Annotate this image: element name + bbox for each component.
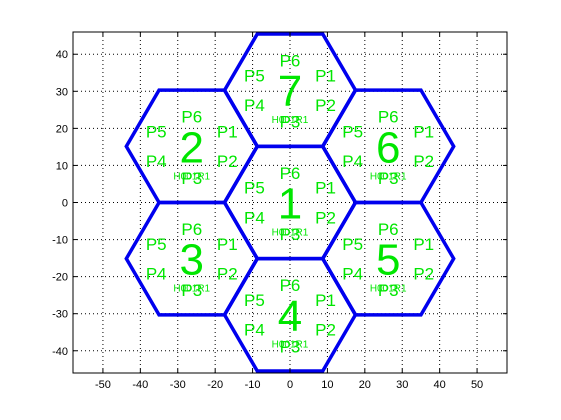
x-tick-label: 20 <box>359 379 371 391</box>
x-tick-label: -50 <box>95 379 111 391</box>
sector-label-p3: P3 <box>280 337 301 356</box>
sector-label-p2: P2 <box>413 152 434 171</box>
sector-label-p3: P3 <box>181 169 202 188</box>
sector-label-p2: P2 <box>315 96 336 115</box>
sector-label-p6: P6 <box>181 220 202 239</box>
cell-tag-label: H001R1 <box>272 340 309 351</box>
x-tick-label: 50 <box>471 379 483 391</box>
sector-label-p4: P4 <box>342 264 363 283</box>
sector-label-p6: P6 <box>280 164 301 183</box>
sector-label-p4: P4 <box>244 96 265 115</box>
cell-tag-label: H001R1 <box>173 284 210 295</box>
sector-label-p5: P5 <box>244 66 265 85</box>
sector-label-p2: P2 <box>315 208 336 227</box>
sector-label-p5: P5 <box>244 179 265 198</box>
sector-label-p4: P4 <box>342 152 363 171</box>
hexagon-cells <box>124 32 456 373</box>
sector-label-p4: P4 <box>244 321 265 340</box>
sector-label-p5: P5 <box>146 123 167 142</box>
sector-label-p3: P3 <box>378 281 399 300</box>
hexagon-cell-7 <box>222 32 358 149</box>
cell-number-6: 6 <box>376 123 400 172</box>
sector-label-p5: P5 <box>342 123 363 142</box>
sector-label-p3: P3 <box>181 281 202 300</box>
y-tick-label: -20 <box>52 272 68 284</box>
sector-label-p1: P1 <box>315 291 336 310</box>
y-tick-label: -40 <box>52 346 68 358</box>
cell-number-2: 2 <box>180 123 204 172</box>
sector-label-p3: P3 <box>280 113 301 132</box>
y-tick-label: 40 <box>56 49 68 61</box>
sector-label-p3: P3 <box>280 225 301 244</box>
y-tick-label: -30 <box>52 309 68 321</box>
sector-label-p1: P1 <box>315 66 336 85</box>
axis-ticks: -50 -40 -30 -20 -10 0 10 20 30 40 50 40 30 20 10 0 -10 -2… <box>52 32 507 391</box>
cell-tag-label: H001R1 <box>370 171 407 182</box>
sector-label-p1: P1 <box>217 235 238 254</box>
sector-label-p2: P2 <box>217 152 238 171</box>
y-tick-label: -10 <box>52 235 68 247</box>
cell-tag-label: H001R1 <box>272 115 309 126</box>
x-tick-label: -10 <box>245 379 261 391</box>
x-tick-label: 40 <box>434 379 446 391</box>
cell-number-7: 7 <box>278 67 302 116</box>
x-tick-label: 0 <box>287 379 293 391</box>
cell-number-1: 1 <box>278 180 302 229</box>
cell-tag-label: H001R1 <box>272 227 309 238</box>
y-tick-label: 30 <box>56 86 68 98</box>
sector-label-p1: P1 <box>217 123 238 142</box>
sector-label-p5: P5 <box>244 291 265 310</box>
y-tick-label: 10 <box>56 160 68 172</box>
x-tick-label: -20 <box>207 379 223 391</box>
cell-number-5: 5 <box>376 236 400 285</box>
y-tick-label: 20 <box>56 123 68 135</box>
x-tick-label: 30 <box>396 379 408 391</box>
sector-label-p1: P1 <box>413 123 434 142</box>
cell-number-3: 3 <box>180 236 204 285</box>
cell-number-4: 4 <box>278 292 302 341</box>
x-tick-label: 10 <box>321 379 333 391</box>
cell-tag-label: H001R1 <box>370 284 407 295</box>
sector-label-p5: P5 <box>342 235 363 254</box>
sector-label-p1: P1 <box>413 235 434 254</box>
sector-label-p6: P6 <box>280 276 301 295</box>
sector-label-p6: P6 <box>378 108 399 127</box>
cell-tag-label: H001R1 <box>173 171 210 182</box>
sector-label-p6: P6 <box>378 220 399 239</box>
y-tick-label: 0 <box>62 198 68 210</box>
sector-label-p6: P6 <box>280 52 301 71</box>
sector-label-p2: P2 <box>315 321 336 340</box>
sector-label-p4: P4 <box>244 208 265 227</box>
x-tick-label: -40 <box>132 379 148 391</box>
sector-label-p6: P6 <box>181 108 202 127</box>
x-tick-label: -30 <box>170 379 186 391</box>
sector-label-p2: P2 <box>413 264 434 283</box>
sector-label-p5: P5 <box>146 235 167 254</box>
sector-label-p2: P2 <box>217 264 238 283</box>
sector-label-p4: P4 <box>146 264 167 283</box>
sector-label-p4: P4 <box>146 152 167 171</box>
sector-label-p3: P3 <box>378 169 399 188</box>
sector-label-p1: P1 <box>315 179 336 198</box>
